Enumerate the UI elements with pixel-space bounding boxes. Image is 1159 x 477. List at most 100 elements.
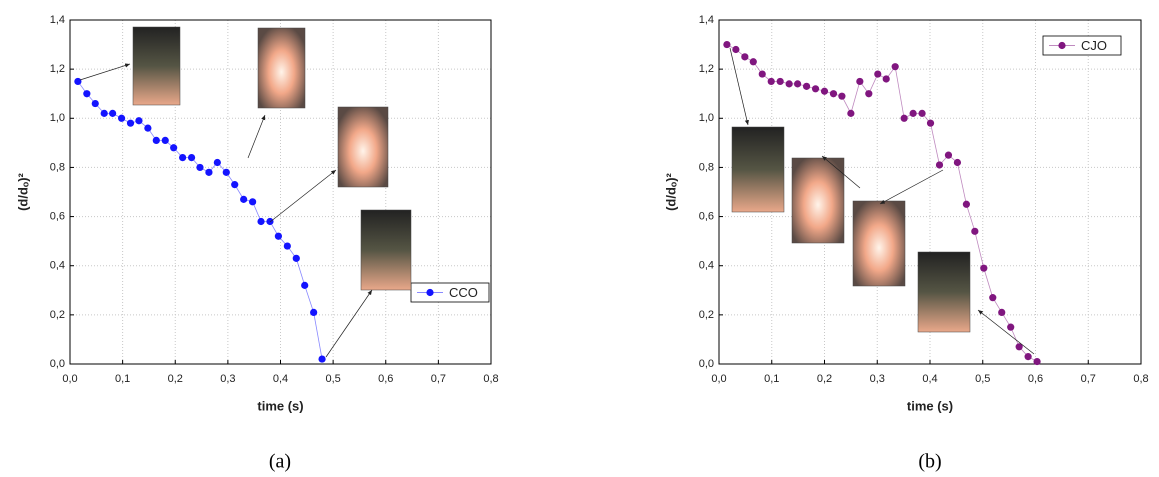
legend-label: CJO [1081, 38, 1107, 53]
data-point [161, 136, 169, 144]
data-point [767, 77, 775, 86]
data-point [793, 80, 802, 88]
y-tick-label: 0,6 [699, 210, 714, 222]
data-point [152, 136, 160, 144]
x-tick-label: 0,1 [764, 373, 779, 385]
y-tick-label: 0,0 [50, 358, 65, 370]
data-point [980, 264, 988, 272]
data-point [266, 217, 274, 226]
x-tick-label: 0,5 [975, 373, 990, 385]
y-tick-label: 1,4 [50, 14, 65, 26]
data-point [874, 70, 882, 78]
arrow [247, 114, 266, 159]
data-point [1033, 357, 1041, 366]
arrow [821, 155, 861, 189]
data-point [310, 308, 318, 316]
data-point [274, 232, 282, 240]
data-point [170, 144, 178, 152]
data-point [865, 90, 873, 98]
plot-frame [718, 19, 1142, 365]
arrow [269, 169, 337, 223]
data-point [847, 109, 855, 117]
data-point [187, 154, 196, 162]
legend-box [410, 282, 490, 303]
x-tick-label: 0,0 [62, 373, 77, 385]
data-point [749, 58, 757, 66]
x-tick-label: 0,5 [325, 373, 340, 385]
data-point [240, 195, 248, 203]
y-tick-label: 0,8 [50, 161, 65, 173]
arrow [977, 309, 1035, 355]
data-point [91, 99, 99, 108]
data-point [882, 75, 890, 83]
data-point [1007, 323, 1015, 331]
data-point [741, 53, 749, 61]
arrow [879, 169, 944, 205]
data-point [989, 294, 997, 302]
x-tick-label: 0,4 [273, 373, 288, 385]
flame-photo [917, 251, 971, 333]
data-point [962, 200, 970, 208]
x-tick-label: 0,8 [483, 373, 498, 385]
data-point [971, 227, 979, 235]
data-point [100, 109, 108, 117]
x-tick-label: 0,4 [922, 373, 937, 385]
x-tick-label: 0,3 [220, 373, 235, 385]
flame-photo [132, 26, 181, 106]
x-tick-label: 0,7 [1081, 373, 1096, 385]
data-point [83, 90, 91, 98]
flame-photo [731, 126, 785, 213]
caption: (a) [269, 451, 291, 473]
data-point [732, 45, 740, 54]
data-point [998, 308, 1006, 316]
data-point [249, 198, 257, 206]
y-tick-label: 1,0 [699, 112, 714, 124]
data-point [222, 168, 230, 176]
y-axis-label: (d/dₒ)² [663, 172, 678, 210]
legend-label: CCO [449, 285, 478, 300]
x-tick-label: 0,3 [870, 373, 885, 385]
data-point [74, 77, 82, 86]
data-point [723, 40, 731, 49]
y-tick-label: 0,4 [699, 260, 714, 272]
data-point [758, 70, 766, 78]
y-tick-label: 1,0 [50, 112, 65, 124]
x-tick-label: 0,0 [711, 373, 726, 385]
y-tick-label: 1,2 [50, 63, 65, 75]
y-tick-label: 0,6 [50, 210, 65, 222]
data-point [776, 77, 784, 86]
legend-marker [1058, 41, 1066, 50]
x-tick-label: 0,8 [1133, 373, 1148, 385]
data-point [1024, 353, 1032, 361]
data-point [283, 242, 291, 250]
data-point [935, 161, 944, 169]
data-point [953, 158, 962, 167]
data-point [301, 281, 309, 289]
y-tick-label: 0,2 [50, 309, 65, 321]
x-tick-label: 0,6 [1028, 373, 1043, 385]
arrow [325, 289, 373, 358]
series-line [77, 81, 323, 360]
data-point [231, 181, 239, 189]
data-point [318, 355, 326, 363]
x-tick-label: 0,1 [115, 373, 130, 385]
data-point [213, 158, 221, 167]
legend-marker [426, 288, 434, 297]
data-point [829, 90, 838, 98]
data-point [785, 80, 793, 88]
data-point [205, 168, 213, 176]
y-tick-label: 1,2 [699, 63, 714, 75]
plot-frame [69, 19, 492, 365]
y-tick-label: 0,4 [50, 260, 65, 272]
flame-photo [852, 200, 906, 287]
data-point [838, 92, 846, 100]
data-point [196, 163, 204, 172]
data-point [918, 109, 926, 117]
y-axis-label: (d/dₒ)² [15, 172, 30, 210]
data-point [126, 119, 135, 127]
x-tick-label: 0,6 [378, 373, 393, 385]
data-point [135, 117, 143, 125]
x-tick-label: 0,2 [168, 373, 183, 385]
